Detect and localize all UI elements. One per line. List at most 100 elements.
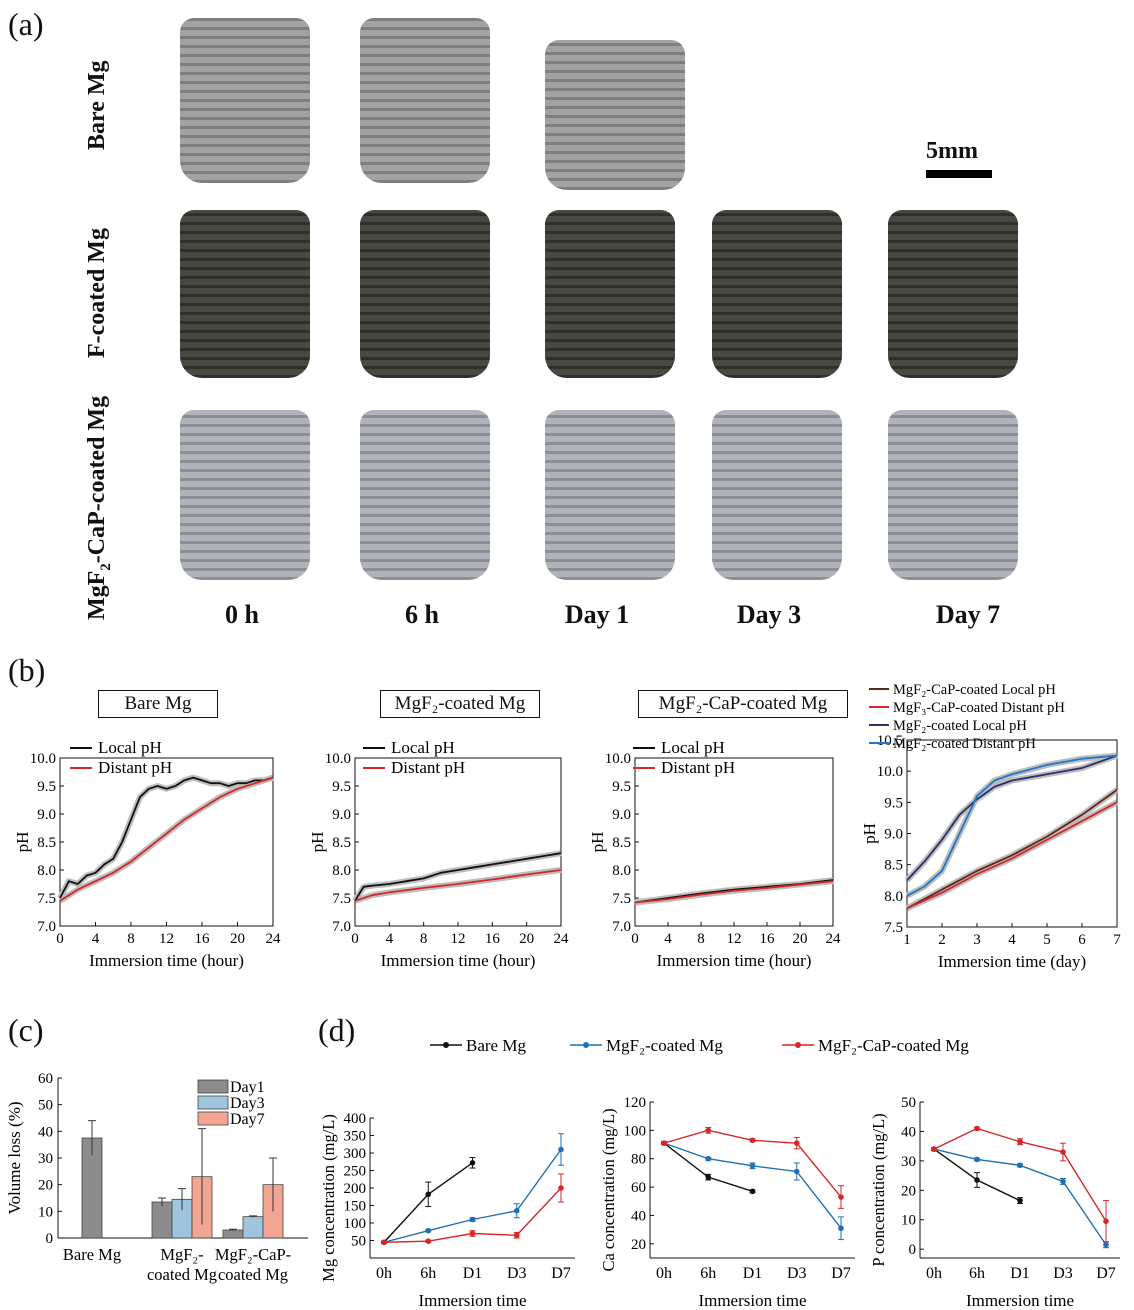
col-label-6h: 6 h (405, 600, 439, 629)
d2-series-0-point (749, 1188, 756, 1195)
d2-series-0-point (705, 1174, 712, 1180)
d-legend-marker-2 (795, 1042, 801, 1048)
d2-xtick-label: 6h (700, 1265, 716, 1282)
d3-ytick-label: 50 (901, 1095, 916, 1111)
d3-series-0-point (974, 1177, 980, 1183)
panel-c-label: (c) (8, 1012, 44, 1048)
c-xcat-label-1-0: MgF₂- (160, 1245, 203, 1264)
b1-xtick-label: 20 (230, 931, 245, 947)
b2-ytick-label: 7.5 (332, 891, 351, 907)
d2-series-1-point (749, 1163, 756, 1169)
d3-series-2-point (1103, 1218, 1109, 1225)
d1-ytick-label: 350 (344, 1129, 367, 1145)
b3-ytick-label: 7.0 (612, 919, 631, 935)
b2-xtick-label: 16 (485, 931, 501, 947)
b3-xtick-label: 0 (631, 931, 639, 947)
b4-ytick-label: 8.0 (884, 889, 903, 905)
b4-legend-label-0: MgF₂-CaP-coated Local pH (893, 682, 1056, 698)
d2-series-2-point (838, 1194, 844, 1200)
chart-d-legend: Bare Mg MgF₂-coated Mg MgF₂-CaP-coated Mg (430, 1036, 969, 1055)
d2-xtick-label: 0h (656, 1265, 672, 1282)
chart-b2-mgf2-ph: 0 4 8 12 16 20 24 7.0 7.5 8.0 8.5 9.0 9.5 10.0 Immersi… (308, 738, 569, 970)
sample-photo-mgf2-cap-0 (180, 410, 310, 580)
b2-ytick-label: 9.5 (332, 779, 351, 795)
c-legend-swatch-1 (197, 1095, 229, 1110)
b2-ytick-label: 10.0 (325, 751, 351, 767)
b1-xtick-label: 24 (266, 931, 282, 947)
b4-series-2-line (906, 754, 1118, 881)
b1-ytick-label: 7.0 (37, 919, 56, 935)
d2-xlabel: Immersion time (698, 1291, 806, 1310)
panel-a-label: (a) (8, 6, 44, 42)
d2-series-2-point (661, 1140, 667, 1146)
sample-photo-mgf2-cap-1 (360, 410, 490, 580)
c-legend-swatch-2 (197, 1111, 229, 1126)
c-legend-label-2: Day7 (230, 1111, 265, 1128)
b3-series-1-line (634, 880, 834, 904)
b2-xtick-label: 20 (519, 931, 534, 947)
d1-ytick-label: 300 (344, 1146, 367, 1162)
col-label-day1: Day 1 (564, 600, 630, 629)
b1-xlabel: Immersion time (hour) (89, 951, 244, 970)
c-legend-swatch-0 (197, 1079, 229, 1094)
b2-legend-distant-label: Distant pH (391, 758, 465, 777)
c-legend-label-0: Day1 (230, 1079, 265, 1096)
d3-series-2-point (1017, 1138, 1023, 1145)
b4-xlabel: Immersion time (day) (938, 952, 1086, 971)
sample-photo-mgf2-cap-3 (712, 410, 842, 580)
chart-d2-ca-concentration: 20 40 60 80 100 120 0h 6h D1 D3 D7 Immersion time Ca… (599, 1095, 855, 1310)
b2-ytick-label: 8.5 (332, 835, 351, 851)
d1-series-2-point (558, 1185, 564, 1191)
b2-xtick-label: 4 (386, 931, 394, 947)
b3-xtick-label: 24 (826, 931, 842, 947)
chart-b3-mgf2-cap-ph: 0 4 8 12 16 20 24 7.0 7.5 8.0 8.5 9.0 9.5 10.0 Immersi… (588, 738, 842, 970)
c-ytick-label: 30 (38, 1151, 53, 1167)
b3-ytick-label: 10.0 (605, 751, 631, 767)
d2-series-1-point (705, 1155, 712, 1162)
b1-xtick-label: 0 (56, 931, 64, 947)
b4-legend-label-1: MgF₃-CaP-coated Distant pH (893, 700, 1065, 716)
c-bar-2-0 (222, 1229, 244, 1239)
b2-series-1-line (354, 869, 562, 902)
d-legend-marker-0 (443, 1042, 449, 1048)
b4-series-1-line (906, 801, 1118, 910)
d3-ytick-label: 10 (901, 1213, 916, 1229)
b1-ytick-label: 9.5 (37, 779, 56, 795)
d3-series-1-point (1017, 1162, 1023, 1169)
d1-xtick-label: D3 (507, 1265, 527, 1282)
b4-xtick-label: 7 (1113, 932, 1121, 948)
d1-xtick-label: 6h (420, 1265, 436, 1282)
b4-xtick-label: 6 (1078, 932, 1086, 948)
d3-series-2-point (931, 1146, 937, 1152)
b2-axes-frame (354, 757, 562, 927)
d-legend-label-0: Bare Mg (466, 1036, 526, 1055)
sample-photo-bare-1 (360, 18, 490, 183)
panel-b-label: (b) (8, 652, 46, 688)
c-legend-label-1: Day3 (230, 1095, 265, 1112)
d2-series-2-point (749, 1137, 756, 1144)
d3-xtick-label: 0h (926, 1265, 942, 1282)
c-ylabel: Volume loss (%) (5, 1101, 24, 1214)
d1-ytick-label: 250 (344, 1164, 367, 1180)
b4-xtick-label: 2 (938, 932, 946, 948)
b1-ylabel: pH (13, 832, 32, 853)
d2-ylabel: Ca concentration (mg/L) (599, 1108, 618, 1271)
b2-ytick-label: 7.0 (332, 919, 351, 935)
d1-series-0-point (469, 1160, 476, 1166)
chart-b4-daily-ph: 1 2 3 4 5 6 7 7.5 8.0 8.5 9.0 9.5 10.0 10.5 Immersion … (860, 682, 1121, 971)
b3-ylabel: pH (588, 832, 607, 853)
d2-series-1-point (838, 1225, 844, 1232)
c-ytick-label: 10 (38, 1204, 53, 1220)
b4-ytick-label: 9.5 (884, 795, 903, 811)
d2-series-1-line (663, 1142, 842, 1229)
d2-series-1-point (793, 1168, 800, 1175)
d2-ytick-label: 60 (631, 1180, 646, 1196)
b4-series-3-line (906, 754, 1118, 897)
d2-ytick-label: 80 (631, 1152, 646, 1168)
chart-b1-title: Bare Mg (98, 690, 218, 718)
d1-ylabel: Mg concentration (mg/L) (319, 1114, 338, 1282)
d1-series-1-point (469, 1216, 476, 1223)
d3-series-2-point (1060, 1149, 1066, 1155)
d1-series-0-point (425, 1191, 432, 1198)
chart-b3-title: MgF₂-CaP-coated Mg (638, 690, 848, 718)
